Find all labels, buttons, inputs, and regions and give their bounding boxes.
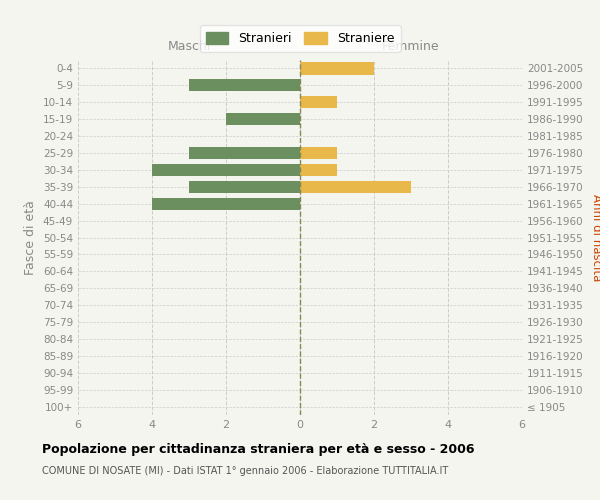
Bar [189,147,300,159]
Text: COMUNE DI NOSATE (MI) - Dati ISTAT 1° gennaio 2006 - Elaborazione TUTTITALIA.IT: COMUNE DI NOSATE (MI) - Dati ISTAT 1° ge… [42,466,448,476]
Bar [189,80,300,92]
Text: Popolazione per cittadinanza straniera per età e sesso - 2006: Popolazione per cittadinanza straniera p… [42,442,475,456]
Text: Maschi: Maschi [167,40,211,53]
Bar [226,113,300,126]
Bar [152,164,300,176]
Bar [300,62,374,74]
Y-axis label: Anni di nascita: Anni di nascita [590,194,600,281]
Bar [189,180,300,193]
Bar [300,180,411,193]
Y-axis label: Fasce di età: Fasce di età [25,200,37,275]
Bar [300,164,337,176]
Bar [300,147,337,159]
Text: Femmine: Femmine [382,40,440,53]
Bar [152,198,300,210]
Legend: Stranieri, Straniere: Stranieri, Straniere [199,26,401,52]
Bar [300,96,337,108]
